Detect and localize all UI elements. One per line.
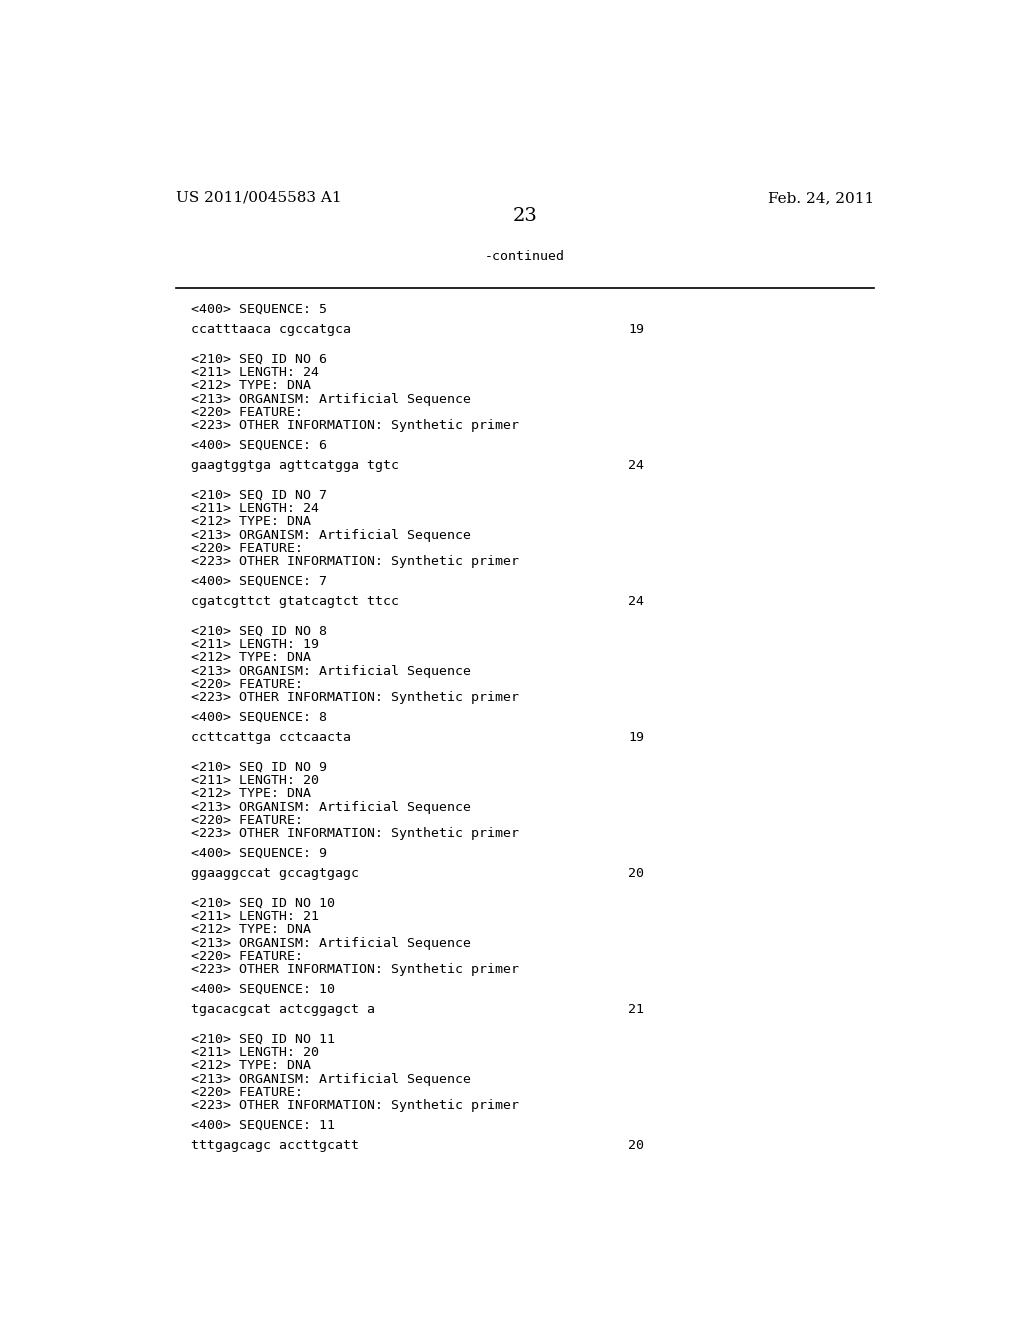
Text: <223> OTHER INFORMATION: Synthetic primer: <223> OTHER INFORMATION: Synthetic prime…	[191, 556, 519, 568]
Text: <211> LENGTH: 20: <211> LENGTH: 20	[191, 774, 319, 787]
Text: 24: 24	[628, 459, 644, 473]
Text: <223> OTHER INFORMATION: Synthetic primer: <223> OTHER INFORMATION: Synthetic prime…	[191, 964, 519, 977]
Text: <213> ORGANISM: Artificial Sequence: <213> ORGANISM: Artificial Sequence	[191, 528, 471, 541]
Text: <210> SEQ ID NO 9: <210> SEQ ID NO 9	[191, 760, 328, 774]
Text: ggaaggccat gccagtgagc: ggaaggccat gccagtgagc	[191, 867, 359, 880]
Text: <213> ORGANISM: Artificial Sequence: <213> ORGANISM: Artificial Sequence	[191, 937, 471, 949]
Text: <211> LENGTH: 21: <211> LENGTH: 21	[191, 909, 319, 923]
Text: <400> SEQUENCE: 10: <400> SEQUENCE: 10	[191, 983, 336, 995]
Text: 19: 19	[628, 731, 644, 744]
Text: <210> SEQ ID NO 7: <210> SEQ ID NO 7	[191, 488, 328, 502]
Text: ccttcattga cctcaacta: ccttcattga cctcaacta	[191, 731, 351, 744]
Text: Feb. 24, 2011: Feb. 24, 2011	[768, 191, 873, 205]
Text: cgatcgttct gtatcagtct ttcc: cgatcgttct gtatcagtct ttcc	[191, 595, 399, 609]
Text: <400> SEQUENCE: 8: <400> SEQUENCE: 8	[191, 710, 328, 723]
Text: <400> SEQUENCE: 7: <400> SEQUENCE: 7	[191, 574, 328, 587]
Text: <210> SEQ ID NO 8: <210> SEQ ID NO 8	[191, 624, 328, 638]
Text: <212> TYPE: DNA: <212> TYPE: DNA	[191, 651, 311, 664]
Text: US 2011/0045583 A1: US 2011/0045583 A1	[176, 191, 341, 205]
Text: <211> LENGTH: 24: <211> LENGTH: 24	[191, 366, 319, 379]
Text: <400> SEQUENCE: 11: <400> SEQUENCE: 11	[191, 1119, 336, 1131]
Text: <212> TYPE: DNA: <212> TYPE: DNA	[191, 923, 311, 936]
Text: <211> LENGTH: 19: <211> LENGTH: 19	[191, 638, 319, 651]
Text: ccatttaaca cgccatgca: ccatttaaca cgccatgca	[191, 323, 351, 337]
Text: <211> LENGTH: 24: <211> LENGTH: 24	[191, 502, 319, 515]
Text: <213> ORGANISM: Artificial Sequence: <213> ORGANISM: Artificial Sequence	[191, 1073, 471, 1085]
Text: <212> TYPE: DNA: <212> TYPE: DNA	[191, 515, 311, 528]
Text: <223> OTHER INFORMATION: Synthetic primer: <223> OTHER INFORMATION: Synthetic prime…	[191, 1100, 519, 1113]
Text: <220> FEATURE:: <220> FEATURE:	[191, 405, 303, 418]
Text: 20: 20	[628, 867, 644, 880]
Text: <213> ORGANISM: Artificial Sequence: <213> ORGANISM: Artificial Sequence	[191, 392, 471, 405]
Text: <213> ORGANISM: Artificial Sequence: <213> ORGANISM: Artificial Sequence	[191, 800, 471, 813]
Text: <223> OTHER INFORMATION: Synthetic primer: <223> OTHER INFORMATION: Synthetic prime…	[191, 828, 519, 841]
Text: <223> OTHER INFORMATION: Synthetic primer: <223> OTHER INFORMATION: Synthetic prime…	[191, 420, 519, 432]
Text: <223> OTHER INFORMATION: Synthetic primer: <223> OTHER INFORMATION: Synthetic prime…	[191, 692, 519, 704]
Text: <220> FEATURE:: <220> FEATURE:	[191, 678, 303, 690]
Text: <220> FEATURE:: <220> FEATURE:	[191, 814, 303, 826]
Text: 21: 21	[628, 1003, 644, 1016]
Text: <400> SEQUENCE: 9: <400> SEQUENCE: 9	[191, 846, 328, 859]
Text: <210> SEQ ID NO 6: <210> SEQ ID NO 6	[191, 352, 328, 366]
Text: tgacacgcat actcggagct a: tgacacgcat actcggagct a	[191, 1003, 376, 1016]
Text: <213> ORGANISM: Artificial Sequence: <213> ORGANISM: Artificial Sequence	[191, 664, 471, 677]
Text: 20: 20	[628, 1139, 644, 1152]
Text: <400> SEQUENCE: 5: <400> SEQUENCE: 5	[191, 302, 328, 315]
Text: <220> FEATURE:: <220> FEATURE:	[191, 1086, 303, 1098]
Text: <211> LENGTH: 20: <211> LENGTH: 20	[191, 1045, 319, 1059]
Text: <212> TYPE: DNA: <212> TYPE: DNA	[191, 379, 311, 392]
Text: gaagtggtga agttcatgga tgtc: gaagtggtga agttcatgga tgtc	[191, 459, 399, 473]
Text: <212> TYPE: DNA: <212> TYPE: DNA	[191, 787, 311, 800]
Text: <220> FEATURE:: <220> FEATURE:	[191, 541, 303, 554]
Text: 24: 24	[628, 595, 644, 609]
Text: 23: 23	[512, 207, 538, 226]
Text: <400> SEQUENCE: 6: <400> SEQUENCE: 6	[191, 438, 328, 451]
Text: <212> TYPE: DNA: <212> TYPE: DNA	[191, 1059, 311, 1072]
Text: <210> SEQ ID NO 11: <210> SEQ ID NO 11	[191, 1032, 336, 1045]
Text: tttgagcagc accttgcatt: tttgagcagc accttgcatt	[191, 1139, 359, 1152]
Text: -continued: -continued	[484, 249, 565, 263]
Text: 19: 19	[628, 323, 644, 337]
Text: <220> FEATURE:: <220> FEATURE:	[191, 950, 303, 962]
Text: <210> SEQ ID NO 10: <210> SEQ ID NO 10	[191, 896, 336, 909]
